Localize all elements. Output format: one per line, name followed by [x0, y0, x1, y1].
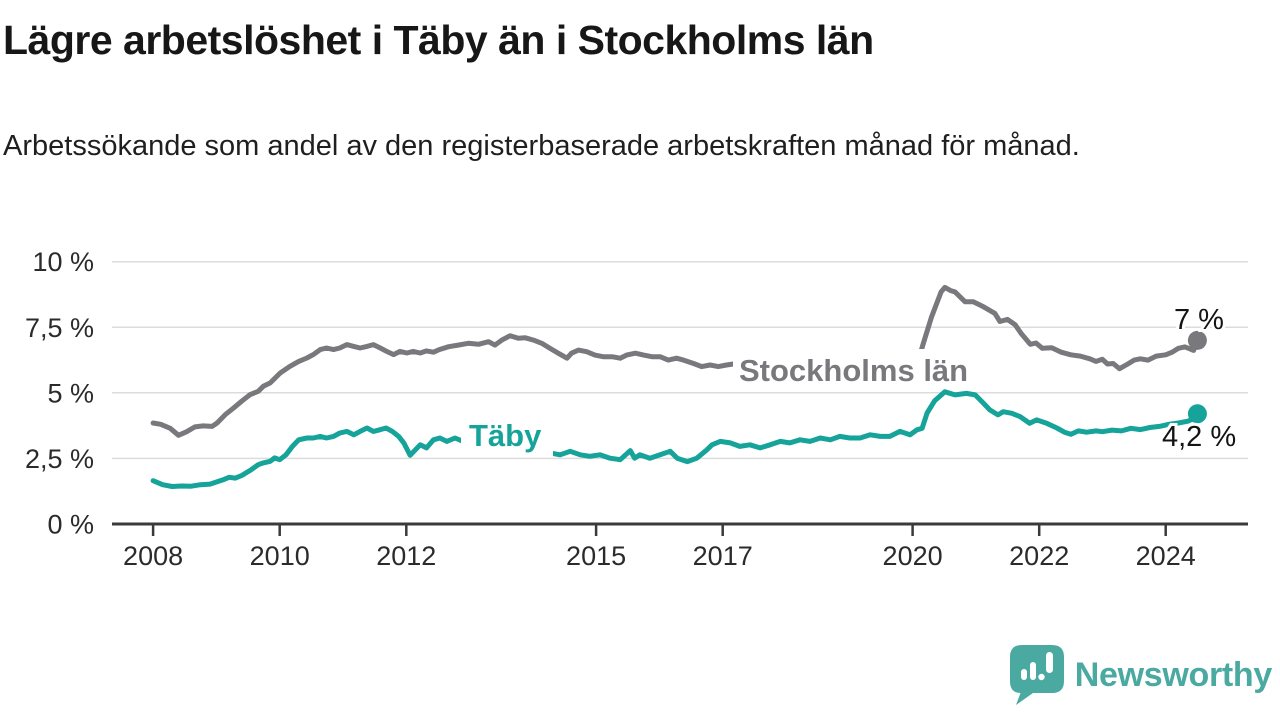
x-tick-label: 2022 [1009, 541, 1069, 571]
x-tick-label: 2010 [250, 541, 310, 571]
series-end-dot-1 [1187, 404, 1207, 424]
chart-subtitle: Arbetssökande som andel av den registerb… [3, 130, 1080, 162]
series-label-0: Stockholms län [739, 353, 968, 388]
x-tick-label: 2020 [883, 541, 943, 571]
y-tick-label: 2,5 % [25, 444, 94, 474]
newsworthy-logo: Newsworthy [1009, 644, 1272, 706]
series-line-1 [150, 389, 1200, 489]
series-label-1: Täby [469, 418, 542, 453]
y-tick-label: 10 % [32, 247, 94, 277]
series-label-mask-1 [461, 416, 553, 456]
x-tick-label: 2024 [1136, 541, 1196, 571]
series-end-dot-0 [1187, 330, 1207, 350]
series-line-0 [150, 284, 1200, 438]
series-label-mask-0 [733, 349, 967, 389]
x-tick-label: 2015 [566, 541, 626, 571]
x-tick-label: 2012 [376, 541, 436, 571]
series-end-label-1: 4,2 % [1162, 421, 1236, 453]
newsworthy-logo-text: Newsworthy [1074, 655, 1273, 694]
y-tick-label: 0 % [47, 510, 94, 540]
y-tick-label: 7,5 % [25, 313, 94, 343]
series-end-label-0: 7 % [1174, 304, 1224, 336]
x-tick-label: 2008 [123, 541, 183, 571]
y-tick-label: 5 % [47, 378, 94, 408]
chart-title: Lägre arbetslöshet i Täby än i Stockholm… [3, 17, 874, 63]
x-tick-label: 2017 [693, 541, 753, 571]
unemployment-line-chart: 0 % 2,5 % 5 % 7,5 % 10 % 2008 2010 2012 2015 2017… [25, 247, 1248, 571]
newsworthy-bubble-chart-icon [1009, 645, 1064, 705]
